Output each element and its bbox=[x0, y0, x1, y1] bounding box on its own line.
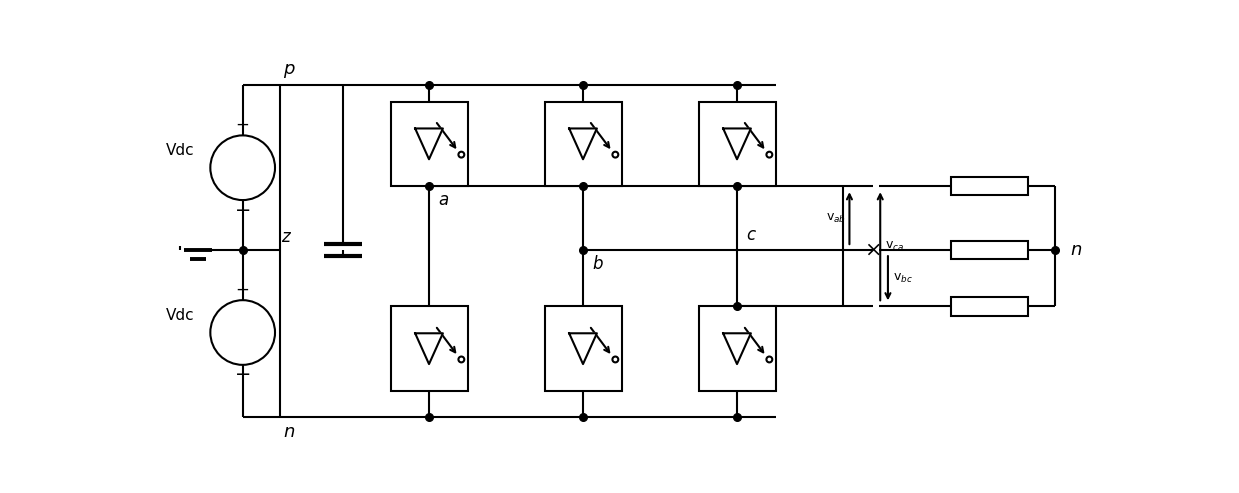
Circle shape bbox=[767, 356, 772, 362]
Bar bbox=[699, 102, 776, 186]
Text: a: a bbox=[439, 191, 449, 209]
Text: +: + bbox=[235, 281, 249, 299]
Polygon shape bbox=[569, 333, 597, 364]
Text: +: + bbox=[235, 116, 249, 135]
Polygon shape bbox=[415, 333, 442, 364]
Text: −: − bbox=[234, 201, 250, 219]
Text: Vdc: Vdc bbox=[166, 143, 195, 158]
Text: n: n bbox=[284, 423, 295, 441]
Bar bbox=[544, 102, 622, 186]
Bar bbox=[390, 102, 467, 186]
Bar bbox=[952, 241, 1028, 259]
Bar bbox=[544, 306, 622, 391]
Polygon shape bbox=[724, 129, 751, 159]
Bar bbox=[699, 306, 776, 391]
Bar bbox=[390, 306, 467, 391]
Text: b: b bbox=[592, 255, 602, 273]
Circle shape bbox=[612, 152, 618, 158]
Text: v$_{ca}$: v$_{ca}$ bbox=[885, 240, 904, 253]
Polygon shape bbox=[724, 333, 751, 364]
Text: c: c bbox=[746, 226, 756, 244]
Text: v$_{bc}$: v$_{bc}$ bbox=[892, 272, 912, 285]
Polygon shape bbox=[569, 129, 597, 159]
Polygon shape bbox=[415, 129, 442, 159]
Bar bbox=[952, 297, 1028, 316]
Text: z: z bbox=[281, 227, 290, 246]
Text: Vdc: Vdc bbox=[166, 308, 195, 323]
Circle shape bbox=[211, 136, 275, 200]
Text: −: − bbox=[234, 365, 250, 385]
Text: n: n bbox=[1070, 241, 1082, 259]
Text: p: p bbox=[284, 61, 295, 78]
Circle shape bbox=[612, 356, 618, 362]
Circle shape bbox=[458, 356, 465, 362]
Circle shape bbox=[211, 300, 275, 365]
Text: ×: × bbox=[864, 241, 881, 260]
Circle shape bbox=[458, 152, 465, 158]
Text: v$_{ab}$: v$_{ab}$ bbox=[826, 211, 846, 225]
Circle shape bbox=[767, 152, 772, 158]
Bar bbox=[952, 177, 1028, 195]
